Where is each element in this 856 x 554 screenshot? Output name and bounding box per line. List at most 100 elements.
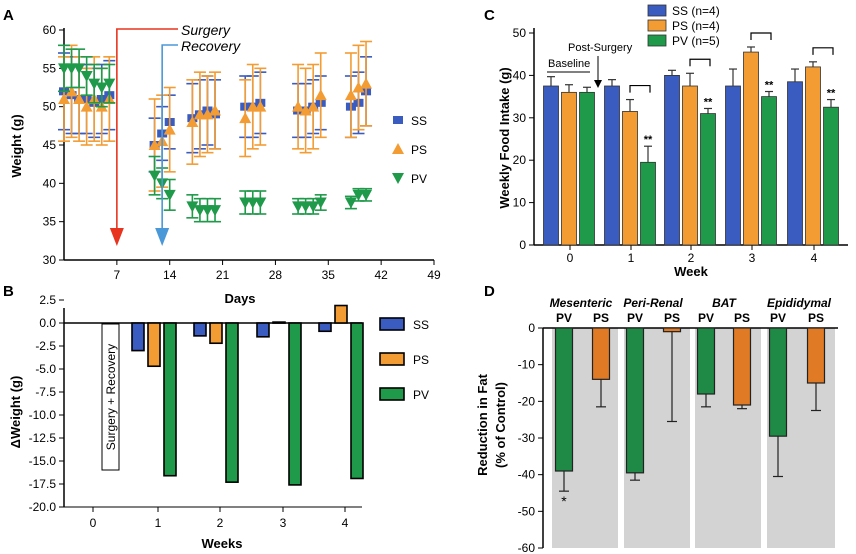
legend-swatch [379, 317, 405, 331]
data-point [73, 63, 86, 75]
panel-c-xlabel: Week [674, 264, 708, 279]
data-point [80, 100, 93, 112]
bar-group-label: PS [734, 311, 750, 325]
x-tick-label: 3 [749, 251, 756, 265]
bar-group-label: PV [770, 311, 786, 325]
surgery-recovery-box: Surgery + Recovery [101, 323, 120, 471]
legend-label: PV [413, 388, 429, 402]
x-tick-label: 28 [269, 268, 283, 282]
bar-group-label: PS [664, 311, 680, 325]
y-tick-label: -30 [518, 431, 536, 445]
y-tick-label: -10 [518, 358, 536, 372]
bar [823, 106, 839, 246]
surgery-arrow-head [109, 228, 124, 246]
data-point [314, 89, 327, 101]
bar-group-label: PV [698, 311, 714, 325]
bar [288, 322, 302, 486]
bar [163, 322, 177, 477]
data-point [292, 201, 305, 213]
bar [543, 85, 559, 246]
x-tick-label: 49 [427, 268, 441, 282]
legend-swatch [647, 19, 667, 32]
x-tick-label: 0 [90, 516, 97, 530]
data-point [254, 197, 267, 209]
data-point [95, 82, 108, 94]
y-tick-label: -50 [518, 504, 536, 518]
legend-swatch [647, 4, 667, 17]
data-point [88, 78, 101, 90]
bar [806, 327, 826, 384]
recovery-annotation: Recovery [181, 38, 241, 54]
x-tick-label: 21 [216, 268, 230, 282]
panel-b-xlabel: Weeks [202, 536, 243, 551]
y-tick-label: -20.0 [29, 500, 57, 514]
bar [561, 91, 577, 246]
data-point [65, 63, 78, 75]
y-tick-label: -10.0 [29, 408, 57, 422]
bar [604, 85, 620, 246]
y-tick-label: 55 [43, 61, 57, 75]
data-point [58, 93, 70, 104]
y-tick-label: 40 [513, 68, 527, 82]
data-point [186, 201, 199, 213]
bar [256, 322, 270, 338]
bar [131, 322, 145, 352]
data-point [360, 77, 373, 89]
data-point [344, 197, 357, 209]
data-point [148, 139, 161, 150]
y-tick-label: 30 [43, 253, 57, 267]
fat-depot-label: Epididymal [767, 296, 832, 310]
data-point [352, 189, 365, 201]
recovery-arrow-head [155, 228, 170, 246]
data-point [344, 89, 357, 101]
x-tick-label: 2 [217, 516, 224, 530]
bar [334, 304, 348, 324]
x-tick-label: 7 [114, 268, 121, 282]
bar [682, 85, 698, 246]
data-point [299, 201, 312, 213]
data-point [239, 197, 252, 209]
significance-stars: ** [827, 88, 836, 100]
legend-label: PS [413, 353, 429, 367]
y-tick-label: -5.0 [35, 362, 56, 376]
x-tick-label: 4 [342, 516, 349, 530]
bar [640, 161, 656, 246]
y-tick-label: 45 [43, 138, 57, 152]
y-tick-label: -20 [518, 394, 536, 408]
data-point [163, 189, 176, 201]
panel-d-label: D [484, 283, 495, 300]
bar-group-label: PS [593, 311, 609, 325]
bar [700, 113, 716, 246]
data-point [299, 104, 312, 116]
bar [662, 327, 682, 333]
significance-stars: ** [765, 80, 774, 92]
data-point [360, 189, 373, 201]
y-tick-label: 50 [43, 100, 57, 114]
data-point [193, 108, 206, 120]
data-point [103, 78, 116, 90]
comparison-bracket [629, 84, 651, 93]
fat-depot-label: Mesenteric [550, 296, 613, 310]
y-tick-label: 60 [43, 23, 57, 37]
data-point [314, 197, 327, 209]
comparison-bracket [812, 47, 834, 55]
data-point [163, 123, 176, 135]
x-tick-label: 4 [811, 251, 818, 265]
y-tick-label: 20 [513, 153, 527, 167]
bar [554, 327, 574, 472]
legend-marker [392, 173, 404, 184]
bar [193, 322, 207, 337]
panel-b-ylabel: ΔWeight (g) [8, 376, 23, 449]
bar [350, 322, 364, 480]
bar [318, 322, 332, 333]
post-surgery-label: Post-Surgery [568, 42, 633, 54]
y-tick-label: -15.0 [29, 454, 57, 468]
x-tick-label: 3 [280, 516, 287, 530]
bar [743, 51, 759, 246]
x-tick-label: 35 [322, 268, 336, 282]
x-tick-label: 0 [567, 251, 574, 265]
fat-depot-label: BAT [712, 296, 737, 310]
comparison-bracket [689, 58, 711, 67]
panel-b-label: B [3, 283, 14, 300]
legend-label: SS (n=4) [672, 4, 720, 18]
